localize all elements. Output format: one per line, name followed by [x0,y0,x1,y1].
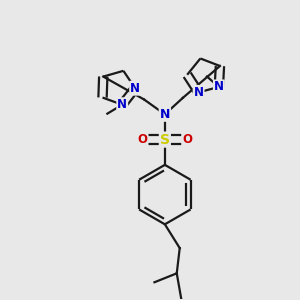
Text: N: N [160,108,170,121]
Text: N: N [214,80,224,93]
Text: O: O [138,133,148,146]
Text: N: N [130,82,140,95]
Text: N: N [117,98,127,111]
Text: O: O [182,133,192,146]
Text: S: S [160,133,170,147]
Text: N: N [194,86,204,99]
